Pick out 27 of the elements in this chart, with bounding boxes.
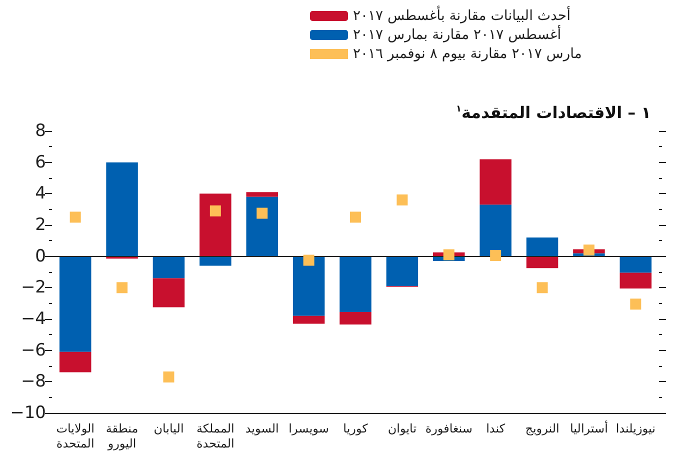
- x-tick-label: المملكة المتحدة: [196, 422, 234, 450]
- x-tick-label: كوريا: [343, 422, 368, 436]
- x-tick-label: اليابان: [154, 422, 184, 436]
- y-tick-label: 4: [35, 184, 46, 204]
- x-tick-label: نيوزيلندا: [616, 422, 656, 436]
- x-tick-label: الولايات المتحدة: [56, 422, 95, 450]
- x-tick-label: النرويج: [525, 422, 560, 436]
- chart-title: ١ – الاقتصادات المتقدمة$^{١}$: [456, 103, 651, 122]
- y-tick-label: −8: [20, 372, 46, 392]
- legend-label: مارس ٢٠١٧ مقارنة بيوم ٨ نوفمبر ٢٠١٦: [353, 46, 582, 62]
- x-tick-label: السويد: [245, 422, 279, 436]
- y-tick-label: −2: [20, 278, 46, 298]
- y-tick-label: 0: [35, 246, 46, 266]
- x-tick-label: سويسرا: [288, 422, 329, 436]
- y-tick-label: 8: [35, 121, 46, 141]
- x-tick-label: كندا: [486, 422, 506, 436]
- x-tick-label: أستراليا: [570, 420, 608, 436]
- legend-label: أغسطس ٢٠١٧ مقارنة بمارس ٢٠١٧: [353, 25, 562, 43]
- y-tick-label: 2: [35, 215, 46, 235]
- y-tick-label: −4: [20, 309, 46, 329]
- legend-label: أحدث البيانات مقارنة بأغسطس ٢٠١٧: [353, 5, 571, 24]
- y-tick-label: −6: [20, 340, 46, 360]
- x-tick-label: سنغافورة: [425, 422, 472, 436]
- y-tick-label: 6: [35, 152, 46, 172]
- x-tick-label: تايوان: [388, 422, 417, 436]
- x-tick-label: منطقة اليورو: [106, 422, 138, 450]
- y-tick-label: −10: [10, 403, 46, 423]
